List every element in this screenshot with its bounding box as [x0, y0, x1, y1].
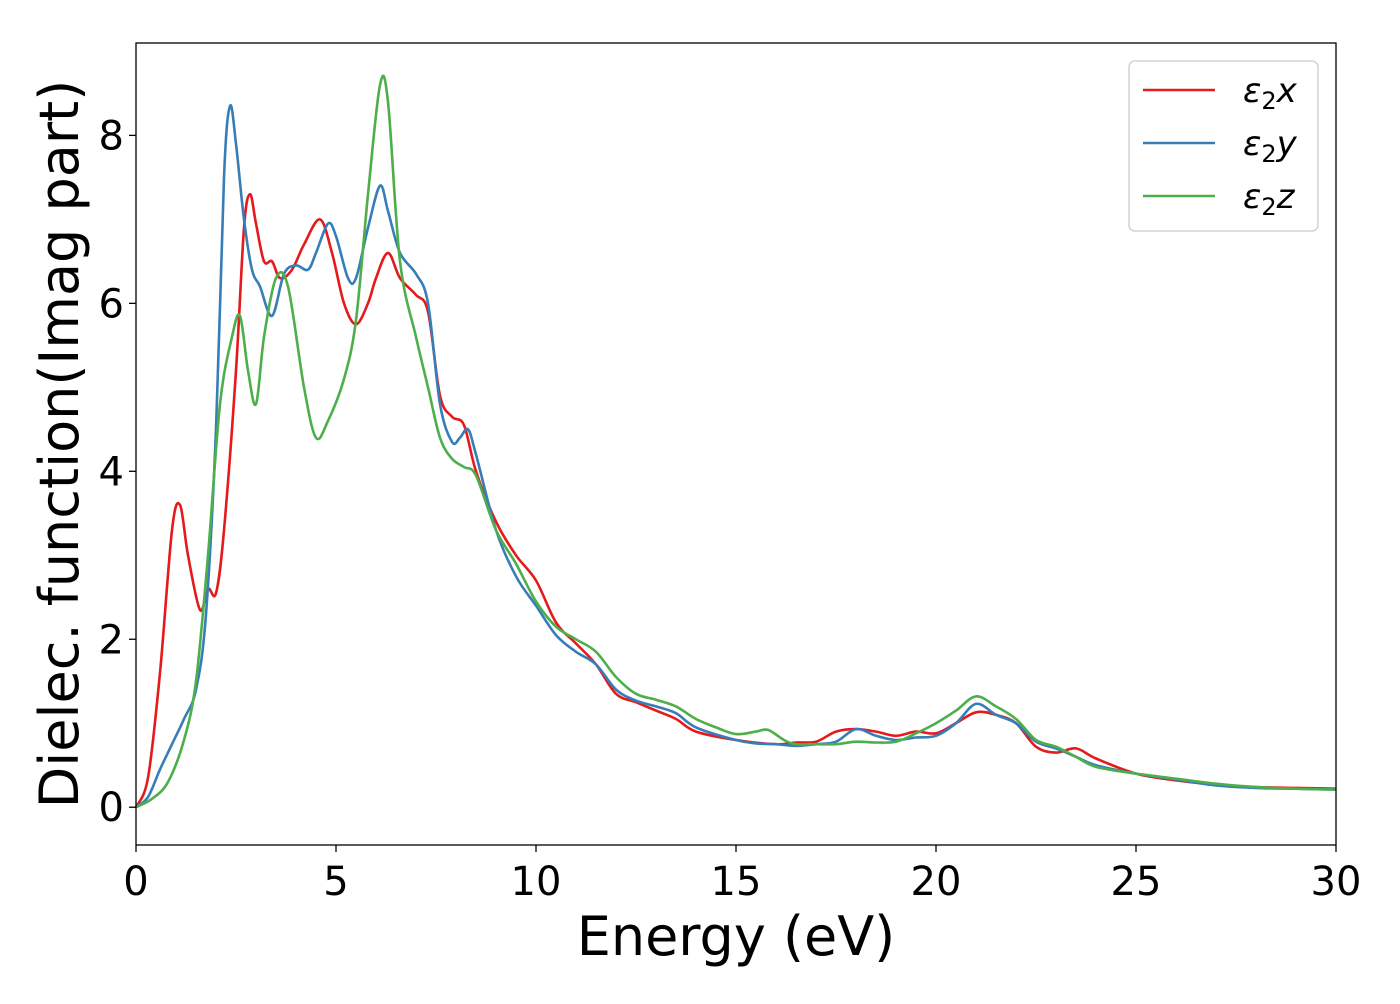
legend-box — [1128, 60, 1319, 232]
x-axis-label: Energy (eV) — [577, 905, 896, 968]
y-axis-ticks: 0 2 4 6 8 — [99, 113, 136, 831]
legend-label-x: ε2x — [1243, 71, 1298, 115]
series-line-z — [135, 74, 1337, 809]
x-tick-label: 30 — [1311, 859, 1362, 905]
legend-label-z: ε2z — [1243, 177, 1296, 221]
y-tick-label: 2 — [99, 617, 124, 663]
legend: ε2x ε2y ε2z — [1128, 60, 1319, 232]
y-tick-label: 8 — [99, 113, 124, 159]
y-tick-label: 6 — [99, 281, 124, 327]
legend-label-y: ε2y — [1243, 124, 1298, 168]
y-tick-label: 0 — [99, 785, 124, 831]
x-tick-label: 0 — [123, 859, 148, 905]
y-axis-label: Dielec. function(Imag part) — [28, 80, 91, 809]
series-line-y — [135, 103, 1337, 809]
x-tick-label: 20 — [911, 859, 962, 905]
x-tick-label: 25 — [1111, 859, 1162, 905]
series-line-x — [134, 192, 1337, 808]
x-axis-ticks: 0 5 10 15 20 25 30 — [123, 845, 1361, 905]
series-layer — [134, 74, 1337, 809]
y-tick-label: 4 — [99, 449, 124, 495]
x-tick-label: 5 — [323, 859, 348, 905]
x-tick-label: 10 — [511, 859, 562, 905]
x-tick-label: 15 — [711, 859, 762, 905]
